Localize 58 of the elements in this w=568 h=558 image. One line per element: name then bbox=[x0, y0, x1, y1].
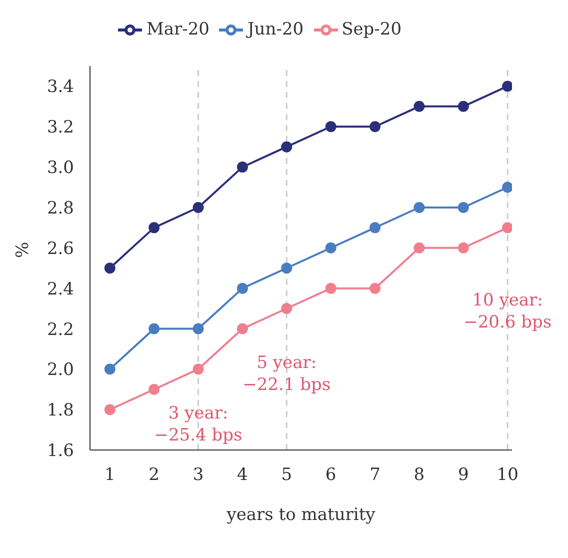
y-tick-label: 2.2 bbox=[46, 320, 74, 340]
point bbox=[281, 262, 292, 274]
y-tick-label: 2.4 bbox=[46, 279, 74, 300]
point bbox=[458, 242, 469, 254]
point bbox=[370, 282, 381, 294]
point bbox=[458, 100, 469, 112]
point bbox=[502, 80, 512, 92]
point bbox=[370, 222, 381, 234]
point bbox=[192, 323, 204, 334]
point bbox=[414, 100, 425, 112]
point bbox=[281, 141, 292, 152]
point bbox=[370, 121, 381, 132]
x-tick-label: 9 bbox=[458, 465, 469, 486]
x-tick-label: 7 bbox=[370, 465, 380, 486]
annotation: 5 year: −22.1 bps bbox=[242, 354, 331, 396]
point bbox=[104, 262, 116, 274]
point bbox=[148, 384, 160, 395]
point bbox=[502, 182, 512, 193]
legend-label: Sep-20 bbox=[342, 19, 402, 40]
x-tick-label: 4 bbox=[237, 465, 248, 486]
point bbox=[502, 222, 512, 234]
y-tick-label: 2.8 bbox=[46, 198, 74, 219]
annotation: 3 year: −25.4 bps bbox=[154, 404, 242, 446]
y-tick-label: 2.0 bbox=[46, 360, 74, 380]
y-tick-label: 1.8 bbox=[46, 400, 74, 421]
point bbox=[104, 404, 116, 416]
x-tick-label: 1 bbox=[104, 465, 116, 486]
x-axis-title: years to maturity bbox=[226, 505, 376, 525]
x-tick-label: 10 bbox=[496, 465, 518, 486]
x-tick-label: 5 bbox=[281, 465, 292, 486]
x-tick-label: 6 bbox=[325, 465, 336, 486]
y-tick-label: 3.2 bbox=[46, 118, 74, 138]
y-tick-label: 3.0 bbox=[46, 158, 74, 178]
point bbox=[414, 202, 425, 213]
point bbox=[192, 202, 204, 213]
point bbox=[236, 323, 248, 334]
y-tick-label: 3.4 bbox=[46, 77, 74, 98]
point bbox=[104, 364, 116, 375]
point bbox=[236, 282, 248, 294]
y-axis-title: % bbox=[13, 242, 34, 258]
point bbox=[414, 242, 425, 254]
point bbox=[281, 303, 292, 314]
y-tick-label: 2.6 bbox=[46, 238, 74, 259]
legend-label: Jun-20 bbox=[247, 19, 304, 40]
point bbox=[192, 364, 204, 375]
y-tick-label: 1.6 bbox=[46, 441, 74, 462]
point bbox=[236, 162, 248, 173]
legend-label: Mar-20 bbox=[146, 19, 210, 40]
point bbox=[325, 121, 336, 132]
x-tick-label: 2 bbox=[148, 465, 160, 486]
point bbox=[148, 323, 160, 334]
point bbox=[325, 282, 336, 294]
x-tick-label: 3 bbox=[192, 465, 204, 486]
x-tick-label: 8 bbox=[414, 465, 425, 486]
point bbox=[458, 202, 469, 213]
point bbox=[148, 222, 160, 234]
point bbox=[325, 242, 336, 254]
annotation: 10 year: −20.6 bps bbox=[464, 290, 552, 333]
